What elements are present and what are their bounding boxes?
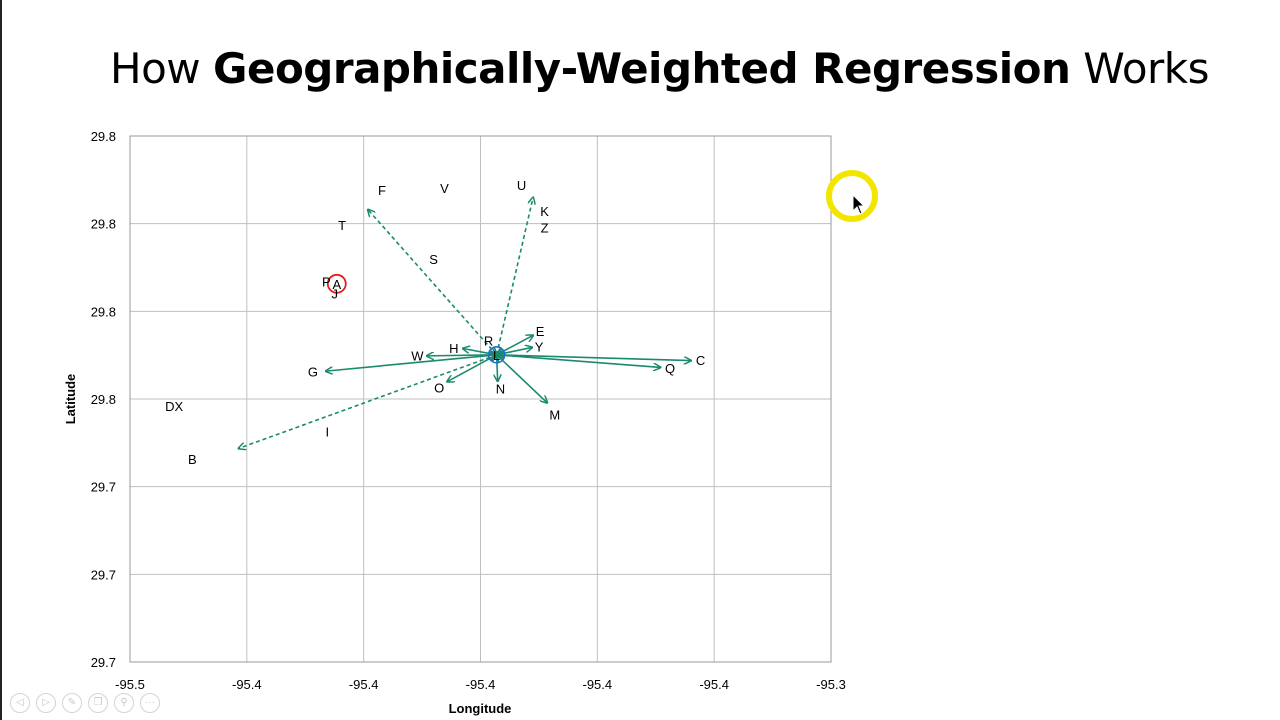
point-r: R <box>484 334 493 349</box>
y-axis-title: Latitude <box>63 374 78 425</box>
next-slide-button[interactable]: ▷ <box>36 693 56 713</box>
zoom-button[interactable]: ⚲ <box>114 693 134 713</box>
arrow-to-u <box>497 198 533 355</box>
pointer-highlight-ring <box>826 170 878 222</box>
point-y: Y <box>535 339 544 354</box>
point-k: K <box>540 204 549 219</box>
point-m: M <box>549 407 560 422</box>
point-s: S <box>429 252 438 267</box>
point-o: O <box>434 380 444 395</box>
point-n: N <box>496 381 505 396</box>
slide-title: How Geographically-Weighted Regression W… <box>110 44 1209 93</box>
point-i: I <box>326 425 330 440</box>
point-l: L <box>493 348 500 363</box>
point-v: V <box>440 181 449 196</box>
y-tick-label: 29.7 <box>91 567 116 582</box>
y-tick-label: 29.8 <box>91 392 116 407</box>
point-z: Z <box>541 221 549 236</box>
point-u: U <box>517 178 526 193</box>
point-f: F <box>378 183 386 198</box>
point-dx: DX <box>165 399 183 414</box>
chart-grid <box>129 135 832 663</box>
x-tick-label: -95.4 <box>232 677 262 692</box>
y-tick-label: 29.8 <box>91 304 116 319</box>
arrow-to-b <box>239 355 497 449</box>
pen-tool-button[interactable]: ✎ <box>62 693 82 713</box>
point-p: P <box>322 275 331 290</box>
arrow-to-f <box>368 210 497 355</box>
previous-slide-button[interactable]: ◁ <box>10 693 30 713</box>
y-tick-label: 29.8 <box>91 129 116 144</box>
x-tick-label: -95.4 <box>699 677 729 692</box>
weight-arrows <box>239 198 691 449</box>
title-prefix: How <box>110 44 213 93</box>
y-tick-label: 29.7 <box>91 655 116 670</box>
point-q: Q <box>665 361 675 376</box>
title-bold: Geographically-Weighted Regression <box>212 44 1071 93</box>
point-c: C <box>696 353 705 368</box>
point-a: A <box>332 277 341 292</box>
y-tick-label: 29.8 <box>91 217 116 232</box>
axis-tick-labels: -95.5 -95.4 -95.4 -95.4 -95.4 -95.4 -95.3 29.8 2… <box>91 129 846 692</box>
x-tick-label: -95.4 <box>349 677 379 692</box>
arrow-to-e <box>497 335 533 354</box>
x-tick-label: -95.5 <box>115 677 145 692</box>
data-points: F V UKZ T S P AJ E R Y H L W C Q G O N M DX I B <box>165 178 705 467</box>
x-tick-label: -95.4 <box>583 677 613 692</box>
x-axis-title: Longitude <box>449 701 512 716</box>
point-j: J <box>331 286 338 301</box>
window-left-edge <box>0 0 2 720</box>
point-t: T <box>338 218 346 233</box>
point-h: H <box>449 341 458 356</box>
title-suffix: Works <box>1070 44 1209 93</box>
point-w: W <box>411 348 424 363</box>
point-e: E <box>536 324 545 339</box>
point-g: G <box>308 365 318 380</box>
highlighted-point-ring <box>326 273 347 294</box>
y-tick-label: 29.7 <box>91 480 116 495</box>
plot-frame <box>129 135 832 663</box>
more-options-button[interactable]: ··· <box>140 693 160 713</box>
x-tick-label: -95.3 <box>816 677 846 692</box>
slideshow-controls: ◁ ▷ ✎ ❐ ⚲ ··· <box>10 693 160 713</box>
copy-slide-button[interactable]: ❐ <box>88 693 108 713</box>
x-tick-label: -95.4 <box>466 677 496 692</box>
center-point-ring <box>487 346 506 364</box>
mouse-cursor-icon <box>852 194 866 215</box>
arrow-to-m <box>497 355 547 403</box>
point-b: B <box>188 452 197 467</box>
